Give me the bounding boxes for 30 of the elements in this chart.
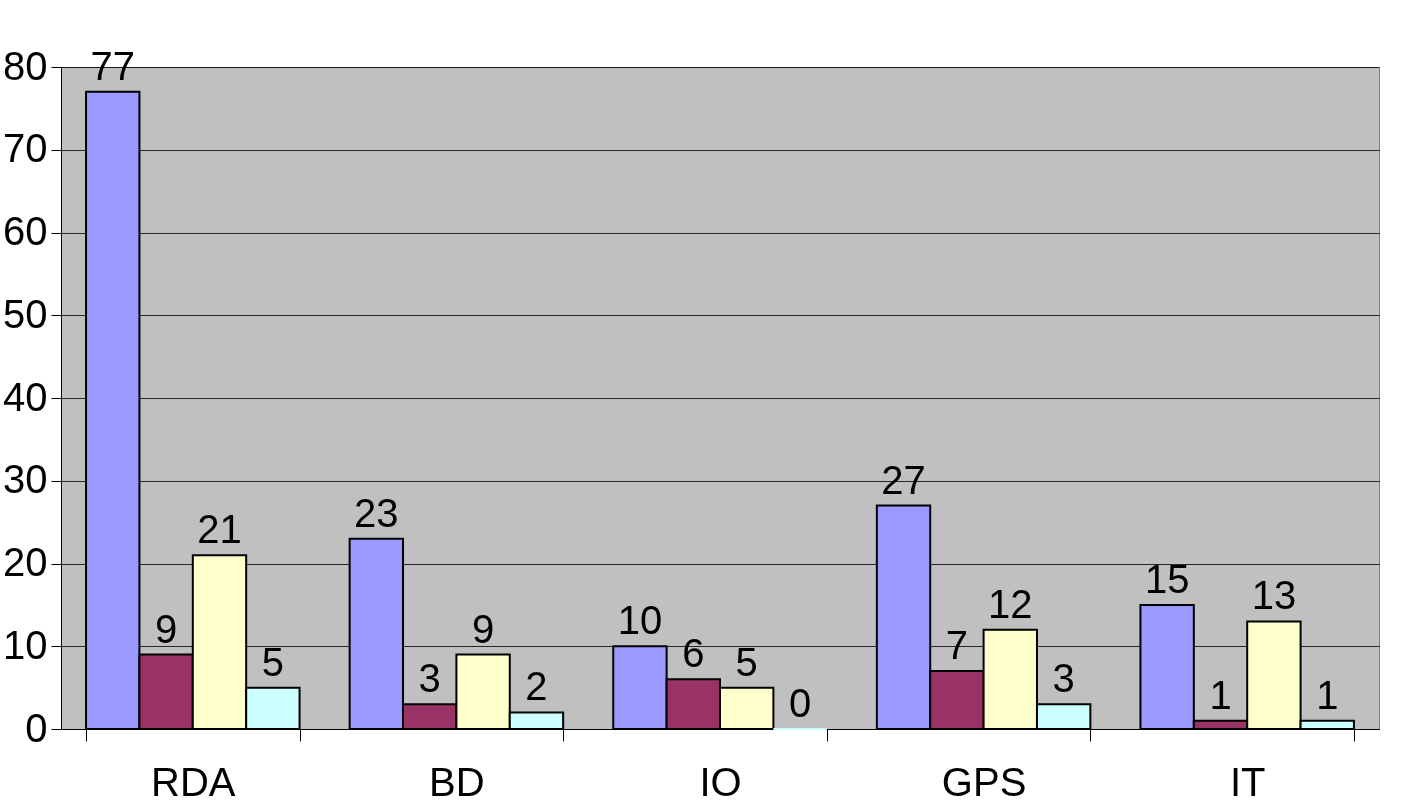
- y-tick-label: 80: [3, 43, 48, 88]
- x-tick-label: GPS: [941, 759, 1027, 804]
- data-label: 10: [617, 598, 663, 643]
- data-label: 13: [1251, 573, 1297, 618]
- data-label: 5: [735, 639, 758, 684]
- data-label: 0: [788, 681, 812, 725]
- x-tick-label: IT: [1229, 759, 1266, 804]
- data-label: 5: [261, 639, 284, 684]
- y-tick-label: 0: [25, 705, 48, 750]
- data-label: 9: [154, 606, 178, 651]
- data-label: 2: [525, 664, 548, 709]
- data-label: 23: [354, 490, 399, 535]
- data-label: 9: [471, 606, 495, 651]
- y-tick-label: 60: [3, 209, 48, 253]
- data-label: 15: [1144, 556, 1190, 601]
- data-label: 3: [1052, 656, 1075, 701]
- x-tick-label: BD: [429, 759, 485, 804]
- data-label: 12: [988, 581, 1033, 626]
- data-label: 21: [197, 507, 242, 552]
- y-tick-label: 30: [3, 457, 48, 502]
- data-label: 1: [1209, 672, 1232, 717]
- y-tick-label: 70: [3, 126, 48, 171]
- y-tick-label: 20: [3, 540, 48, 584]
- y-tick-label: 40: [3, 374, 48, 419]
- data-label: 3: [418, 656, 441, 701]
- data-label: 1: [1316, 672, 1339, 717]
- y-tick-label: 10: [3, 622, 48, 667]
- x-tick-label: RDA: [151, 759, 236, 804]
- x-tick-label: IO: [699, 759, 742, 804]
- y-tick-label: 50: [3, 291, 48, 336]
